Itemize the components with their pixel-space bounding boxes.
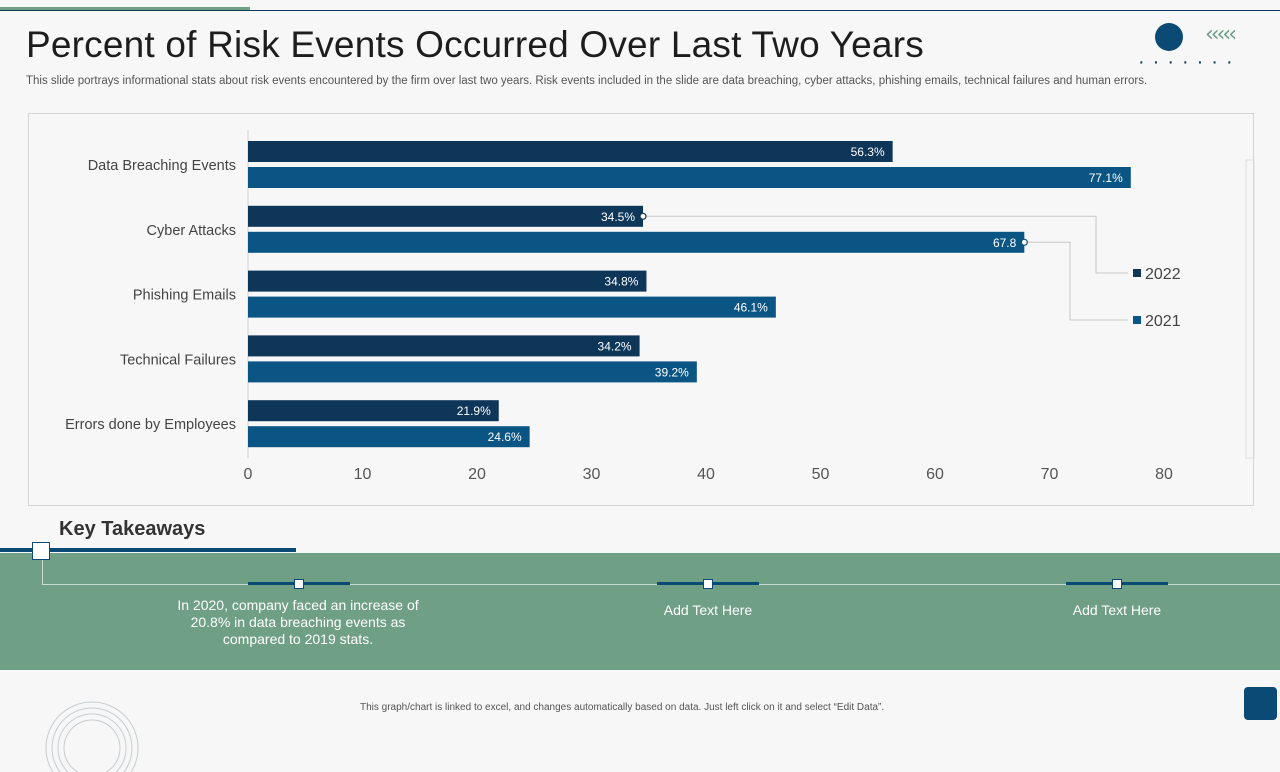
x-tick-label: 50 <box>812 466 830 483</box>
bar-2022[interactable] <box>248 141 893 162</box>
category-label: Cyber Attacks <box>147 223 236 239</box>
takeaway-marker-3 <box>1066 579 1168 589</box>
bar-2022[interactable] <box>248 205 644 227</box>
legend-swatch <box>1133 269 1141 277</box>
leader-dot <box>1020 238 1028 246</box>
top-rule <box>0 10 1280 11</box>
bar-2021[interactable] <box>248 361 697 383</box>
x-tick-label: 40 <box>697 466 715 483</box>
legend-label: 2022 <box>1145 266 1181 283</box>
category-label: Data Breaching Events <box>88 158 236 174</box>
chart-scroll-track <box>1245 159 1255 459</box>
bar-value-label: 34.5% <box>601 210 635 224</box>
takeaway-marker-2 <box>657 579 759 589</box>
takeaways-square-icon <box>32 542 50 560</box>
takeaway-text-1[interactable]: In 2020, company faced an increase of 20… <box>177 597 419 647</box>
bar-value-label: 24.6% <box>488 430 522 444</box>
takeaway-text-2[interactable]: Add Text Here <box>663 602 753 618</box>
top-accent-bar <box>0 7 250 11</box>
x-tick-label: 20 <box>468 466 486 483</box>
legend-label: 2021 <box>1145 313 1181 330</box>
decor-chevrons-icon: ‹‹‹‹‹ <box>1205 22 1237 47</box>
bar-2022[interactable] <box>248 335 640 357</box>
x-tick-label: 0 <box>244 466 253 483</box>
bar-value-label: 34.8% <box>604 275 638 289</box>
category-label: Phishing Emails <box>133 288 236 304</box>
bar-2021[interactable] <box>248 231 1025 253</box>
decor-dots-icon: ······· <box>1138 51 1241 73</box>
slide-title: Percent of Risk Events Occurred Over Las… <box>26 24 924 65</box>
x-tick-label: 10 <box>354 466 372 483</box>
legend-swatch <box>1133 316 1141 324</box>
bar-value-label: 67.8 <box>993 236 1017 250</box>
footer-note: This graph/chart is linked to excel, and… <box>360 702 885 713</box>
bar-2022[interactable] <box>248 400 499 422</box>
category-label: Errors done by Employees <box>65 417 236 433</box>
bar-value-label: 34.2% <box>598 339 632 353</box>
legend-leader-line <box>643 215 1128 274</box>
bar-2022[interactable] <box>248 270 647 292</box>
takeaways-band <box>0 553 1280 670</box>
takeaway-text-3[interactable]: Add Text Here <box>1072 602 1162 618</box>
legend-leader-line <box>1024 241 1128 321</box>
x-tick-label: 80 <box>1155 466 1173 483</box>
bar-value-label: 56.3% <box>851 145 885 159</box>
bar-value-label: 21.9% <box>457 404 491 418</box>
bar-2021[interactable] <box>248 426 530 448</box>
bar-2021[interactable] <box>248 167 1131 188</box>
decor-rings-icon <box>45 701 139 772</box>
bar-2021[interactable] <box>248 296 776 318</box>
x-tick-label: 30 <box>583 466 601 483</box>
bar-chart: 56.3% 77.1% 34.5% 67.8 34.8% 46.1% 34.2% 39.2% 2… <box>65 130 1255 483</box>
category-label: Technical Failures <box>120 352 236 368</box>
bar-value-label: 46.1% <box>734 301 768 315</box>
slide-subtitle: This slide portrays informational stats … <box>26 75 1148 87</box>
takeaways-connector-vertical <box>42 560 43 585</box>
decor-circle-icon <box>1155 23 1183 51</box>
bar-value-label: 39.2% <box>655 365 689 379</box>
x-tick-label: 60 <box>926 466 944 483</box>
x-tick-label: 70 <box>1041 466 1059 483</box>
corner-decor-box <box>1244 687 1277 720</box>
leader-dot <box>639 212 647 220</box>
takeaways-underline <box>0 548 296 552</box>
takeaways-title: Key Takeaways <box>59 518 206 540</box>
takeaway-marker-1 <box>248 579 350 589</box>
bar-value-label: 77.1% <box>1089 171 1123 185</box>
